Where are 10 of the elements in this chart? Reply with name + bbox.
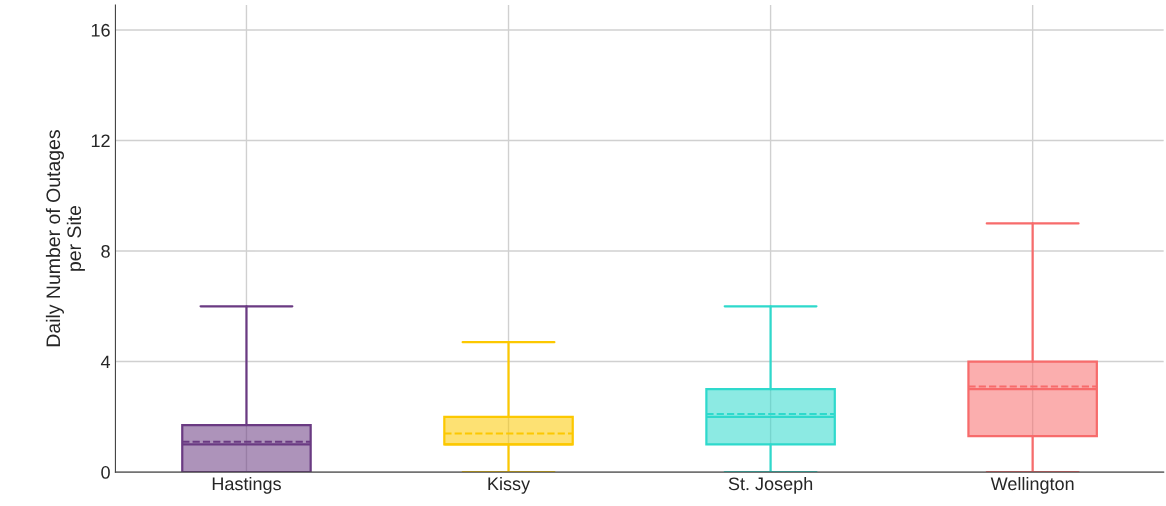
y-tick-label: 16 [91, 23, 110, 37]
y-tick-label: 4 [100, 355, 111, 369]
x-tick-label: Kissy [488, 476, 531, 494]
y-tick-label: 0 [101, 466, 110, 479]
y-tick-label: 12 [91, 134, 110, 148]
x-tick-label: St. Joseph [728, 476, 813, 494]
x-tick-label: Wellington [990, 476, 1074, 494]
x-tick-label: Hastings [212, 476, 281, 494]
y-axis-title: Daily Number of Outages per Site [45, 130, 85, 347]
y-tick-label: 8 [101, 244, 110, 258]
